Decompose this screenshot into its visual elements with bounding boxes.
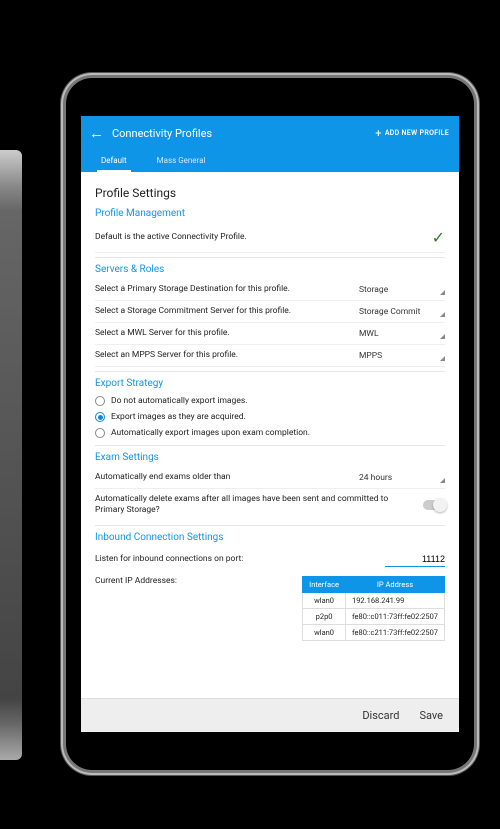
primary-storage-label: Select a Primary Storage Destination for… <box>95 284 359 295</box>
page-title: Profile Settings <box>95 186 445 200</box>
divider <box>95 257 445 258</box>
storage-commit-value[interactable]: Storage Commit <box>359 307 445 317</box>
export-option-0-label: Do not automatically export images. <box>111 396 247 406</box>
active-profile-row: Default is the active Connectivity Profi… <box>95 223 445 253</box>
ip-addr: 192.168.241.99 <box>345 593 444 609</box>
ip-row: p2p0 fe80::c011:73ff:fe02:2507 <box>303 609 445 625</box>
mwl-row[interactable]: Select a MWL Server for this profile. MW… <box>95 323 445 345</box>
ip-addr: fe80::c211:73ff:fe02:2507 <box>345 625 444 641</box>
ip-row: wlan0 192.168.241.99 <box>303 593 445 609</box>
discard-button[interactable]: Discard <box>362 709 399 722</box>
port-label: Listen for inbound connections on port: <box>95 554 385 565</box>
section-inbound: Inbound Connection Settings <box>95 532 445 543</box>
plus-icon: + <box>375 127 382 140</box>
active-profile-text: Default is the active Connectivity Profi… <box>95 232 432 243</box>
add-new-profile-label: ADD NEW PROFILE <box>385 129 449 137</box>
export-option-2-label: Automatically export images upon exam co… <box>111 428 310 438</box>
section-servers-roles: Servers & Roles <box>95 264 445 275</box>
mpps-value[interactable]: MPPS <box>359 351 445 361</box>
ip-label: Current IP Addresses: <box>95 576 177 586</box>
section-exam-settings: Exam Settings <box>95 452 445 463</box>
port-input[interactable] <box>385 552 445 567</box>
divider <box>95 371 445 372</box>
screen: ← Connectivity Profiles + ADD NEW PROFIL… <box>81 116 459 732</box>
ip-iface: wlan0 <box>303 593 346 609</box>
export-option-1-label: Export images as they are acquired. <box>111 412 246 422</box>
divider <box>95 445 445 446</box>
auto-end-row[interactable]: Automatically end exams older than 24 ho… <box>95 467 445 489</box>
tab-default[interactable]: Default <box>97 150 131 172</box>
port-row: Listen for inbound connections on port: <box>95 547 445 572</box>
tab-mass-general[interactable]: Mass General <box>153 150 210 172</box>
footer-bar: Discard Save <box>81 698 459 732</box>
ip-addr: fe80::c011:73ff:fe02:2507 <box>345 609 444 625</box>
ip-iface: wlan0 <box>303 625 346 641</box>
primary-storage-value[interactable]: Storage <box>359 285 445 295</box>
save-button[interactable]: Save <box>419 709 443 722</box>
back-arrow-icon[interactable]: ← <box>89 126 104 141</box>
storage-commit-label: Select a Storage Commitment Server for t… <box>95 306 359 317</box>
export-option-0[interactable]: Do not automatically export images. <box>95 393 445 409</box>
appbar-title: Connectivity Profiles <box>112 127 375 140</box>
content-scroll[interactable]: Profile Settings Profile Management Defa… <box>81 172 459 698</box>
divider <box>95 525 445 526</box>
storage-commit-row[interactable]: Select a Storage Commitment Server for t… <box>95 301 445 323</box>
ip-col-address: IP Address <box>345 577 444 593</box>
auto-end-label: Automatically end exams older than <box>95 472 359 483</box>
ip-iface: p2p0 <box>303 609 346 625</box>
section-export-strategy: Export Strategy <box>95 378 445 389</box>
ip-table: Interface IP Address wlan0 192.168.241.9… <box>302 576 445 641</box>
other-tablet-edge <box>0 150 22 760</box>
ip-block: Current IP Addresses: Interface IP Addre… <box>95 572 445 649</box>
tablet-frame: ← Connectivity Profiles + ADD NEW PROFIL… <box>66 78 474 770</box>
export-option-1[interactable]: Export images as they are acquired. <box>95 409 445 425</box>
mpps-row[interactable]: Select an MPPS Server for this profile. … <box>95 345 445 367</box>
mpps-label: Select an MPPS Server for this profile. <box>95 350 359 361</box>
mwl-label: Select a MWL Server for this profile. <box>95 328 359 339</box>
app-bar: ← Connectivity Profiles + ADD NEW PROFIL… <box>81 116 459 150</box>
checkmark-icon: ✓ <box>432 228 445 247</box>
ip-col-interface: Interface <box>303 577 346 593</box>
mwl-value[interactable]: MWL <box>359 329 445 339</box>
radio-icon[interactable] <box>95 428 105 438</box>
primary-storage-row[interactable]: Select a Primary Storage Destination for… <box>95 279 445 301</box>
add-new-profile-button[interactable]: + ADD NEW PROFILE <box>375 127 449 140</box>
ip-row: wlan0 fe80::c211:73ff:fe02:2507 <box>303 625 445 641</box>
radio-icon[interactable] <box>95 412 105 422</box>
auto-delete-toggle[interactable] <box>423 500 445 510</box>
auto-end-value[interactable]: 24 hours <box>359 473 445 483</box>
tab-bar: Default Mass General <box>81 150 459 172</box>
auto-delete-label: Automatically delete exams after all ima… <box>95 494 423 516</box>
section-profile-management: Profile Management <box>95 208 445 219</box>
auto-delete-row: Automatically delete exams after all ima… <box>95 489 445 521</box>
radio-icon[interactable] <box>95 396 105 406</box>
export-option-2[interactable]: Automatically export images upon exam co… <box>95 425 445 441</box>
